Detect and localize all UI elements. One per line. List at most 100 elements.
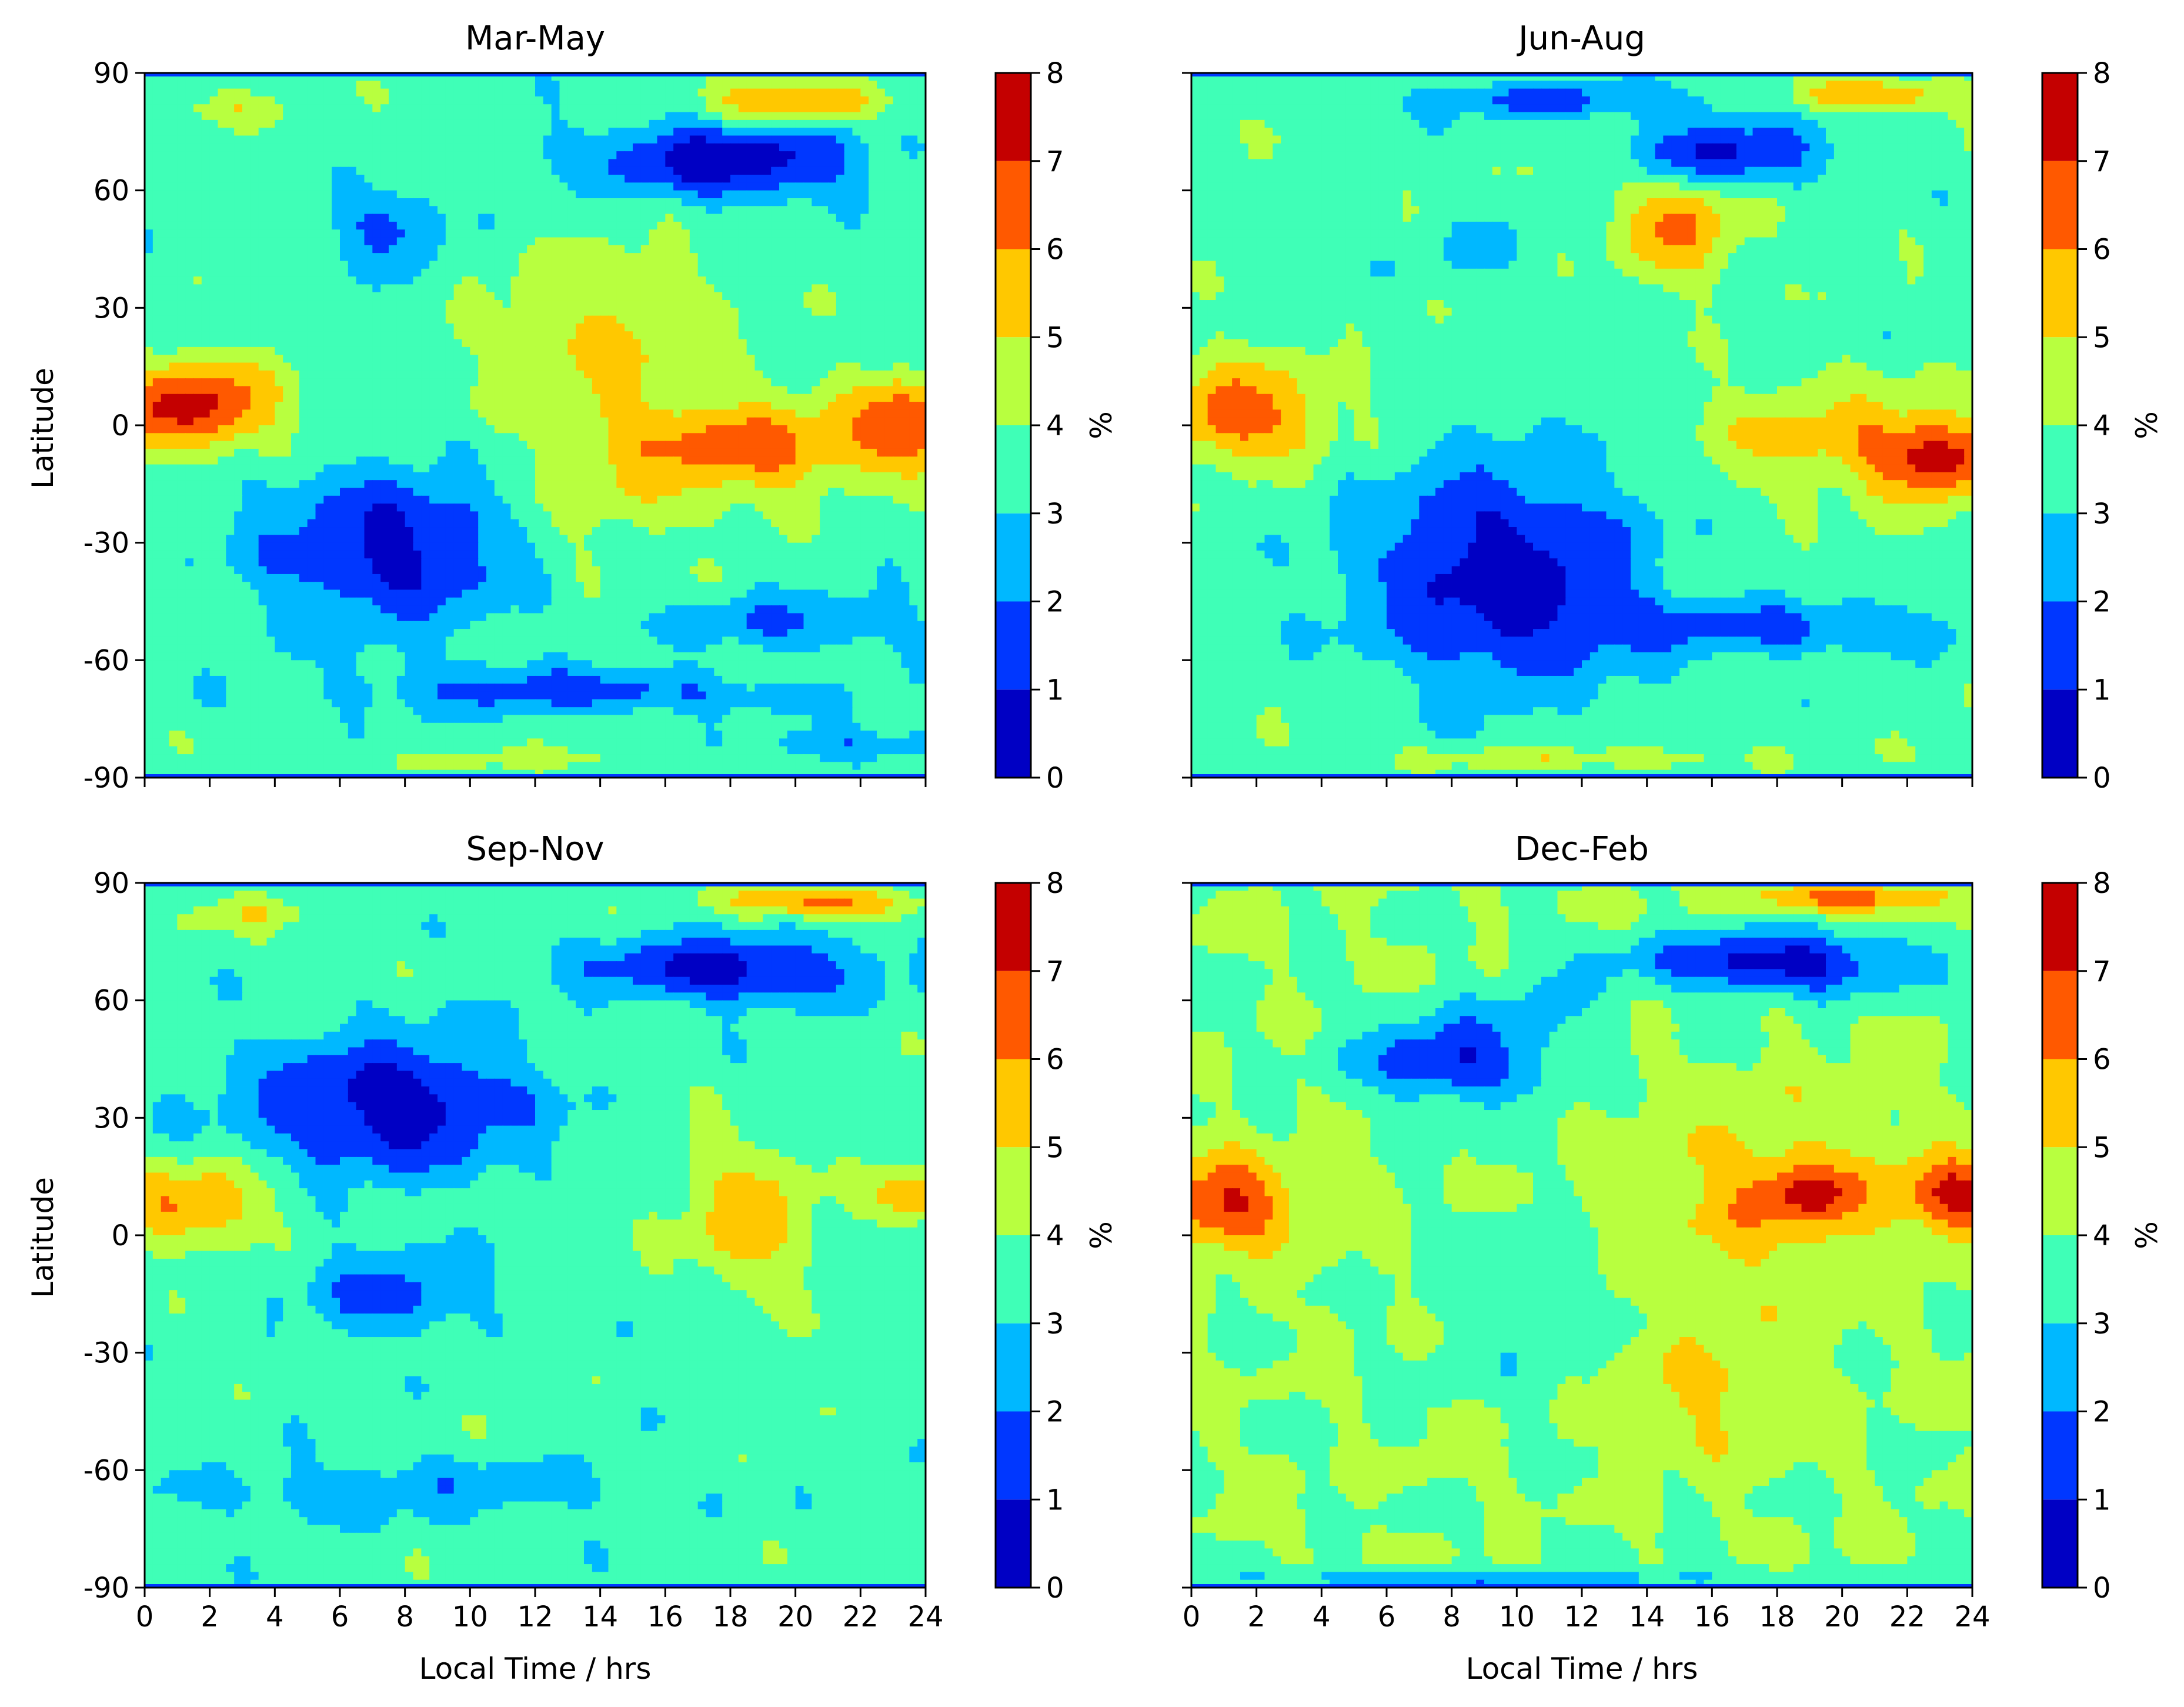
heatmap-cell xyxy=(462,284,471,293)
heatmap-cell xyxy=(844,112,853,121)
heatmap-cell xyxy=(730,245,739,254)
heatmap-cell xyxy=(193,292,202,301)
heatmap-cell xyxy=(323,378,332,387)
heatmap-cell xyxy=(535,214,544,222)
heatmap-cell xyxy=(649,394,658,402)
heatmap-cell xyxy=(665,315,674,324)
heatmap-cell xyxy=(332,229,340,238)
heatmap-cell xyxy=(145,214,153,222)
heatmap-cell xyxy=(592,119,601,128)
heatmap-cell xyxy=(901,261,910,269)
heatmap-cell xyxy=(438,433,446,442)
heatmap-cell xyxy=(169,472,178,481)
heatmap-cell xyxy=(234,448,243,458)
heatmap-cell xyxy=(340,409,349,418)
heatmap-cell xyxy=(633,456,642,465)
heatmap-cell xyxy=(323,268,332,277)
heatmap-cell xyxy=(413,315,422,324)
heatmap-cell xyxy=(746,112,756,121)
heatmap-cell xyxy=(209,190,219,199)
heatmap-cell xyxy=(250,433,259,442)
heatmap-cell xyxy=(763,182,772,191)
heatmap-cell xyxy=(640,182,650,191)
heatmap-cell xyxy=(445,308,455,316)
heatmap-cell xyxy=(771,253,780,262)
heatmap-cell xyxy=(291,182,300,191)
heatmap-cell xyxy=(389,402,398,411)
heatmap-cell xyxy=(795,402,804,411)
heatmap-cell xyxy=(307,214,316,222)
heatmap-cell xyxy=(445,245,455,254)
heatmap-cell xyxy=(567,221,576,231)
heatmap-cell xyxy=(185,308,194,316)
heatmap-cell xyxy=(633,119,642,128)
heatmap-cell xyxy=(909,417,918,426)
heatmap-cell xyxy=(584,214,593,222)
heatmap-cell xyxy=(812,441,820,449)
heatmap-cell xyxy=(201,448,211,458)
heatmap-cell xyxy=(746,88,756,97)
heatmap-cell xyxy=(445,159,455,168)
heatmap-cell xyxy=(625,308,633,316)
heatmap-cell xyxy=(535,112,544,121)
heatmap-cell xyxy=(803,323,813,332)
heatmap-cell xyxy=(510,135,520,144)
heatmap-cell xyxy=(625,81,633,89)
heatmap-cell xyxy=(616,268,625,277)
heatmap-cell xyxy=(917,104,926,113)
heatmap-cell xyxy=(185,433,194,442)
heatmap-cell xyxy=(486,88,495,97)
heatmap-cell xyxy=(665,190,674,199)
heatmap-cell xyxy=(201,104,211,113)
heatmap-cell xyxy=(682,456,690,465)
heatmap-cell xyxy=(592,331,601,340)
heatmap-cell xyxy=(478,378,487,387)
heatmap-cell xyxy=(771,425,780,434)
heatmap-cell xyxy=(884,464,894,473)
heatmap-cell xyxy=(258,119,268,128)
heatmap-cell xyxy=(787,166,796,175)
heatmap-cell xyxy=(478,409,487,418)
heatmap-cell xyxy=(682,292,690,301)
heatmap-cell xyxy=(771,245,780,254)
heatmap-cell xyxy=(689,253,699,262)
heatmap-cell xyxy=(340,308,349,316)
heatmap-cell xyxy=(576,237,585,246)
heatmap-cell xyxy=(576,182,585,191)
heatmap-cell xyxy=(502,245,512,254)
heatmap-cell xyxy=(722,402,731,411)
heatmap-cell xyxy=(470,166,479,175)
heatmap-cell xyxy=(812,119,820,128)
heatmap-cell xyxy=(543,206,552,215)
heatmap-cell xyxy=(917,96,926,105)
heatmap-cell xyxy=(177,394,186,402)
heatmap-cell xyxy=(592,143,601,152)
heatmap-cell xyxy=(625,206,633,215)
heatmap-cell xyxy=(453,237,463,246)
heatmap-cell xyxy=(649,378,658,387)
heatmap-cell xyxy=(234,284,243,293)
heatmap-cell xyxy=(283,276,292,285)
heatmap-cell xyxy=(625,433,633,442)
heatmap-cell xyxy=(462,88,471,97)
heatmap-cell xyxy=(494,355,503,364)
heatmap-cell xyxy=(600,472,609,481)
heatmap-cell xyxy=(779,96,788,105)
heatmap-cell xyxy=(470,417,479,426)
heatmap-cell xyxy=(332,135,340,144)
heatmap-cell xyxy=(640,143,650,152)
heatmap-cell xyxy=(266,214,276,222)
heatmap-cell xyxy=(559,378,569,387)
heatmap-cell xyxy=(616,355,625,364)
heatmap-cell xyxy=(177,143,186,152)
heatmap-cell xyxy=(332,81,340,89)
heatmap-cell xyxy=(201,433,211,442)
heatmap-cell xyxy=(608,268,617,277)
heatmap-cell xyxy=(421,308,430,316)
heatmap-cell xyxy=(453,433,463,442)
heatmap-cell xyxy=(169,448,178,458)
heatmap-cell xyxy=(551,151,560,160)
heatmap-cell xyxy=(152,331,162,340)
heatmap-cell xyxy=(494,112,503,121)
heatmap-cell xyxy=(169,362,178,371)
